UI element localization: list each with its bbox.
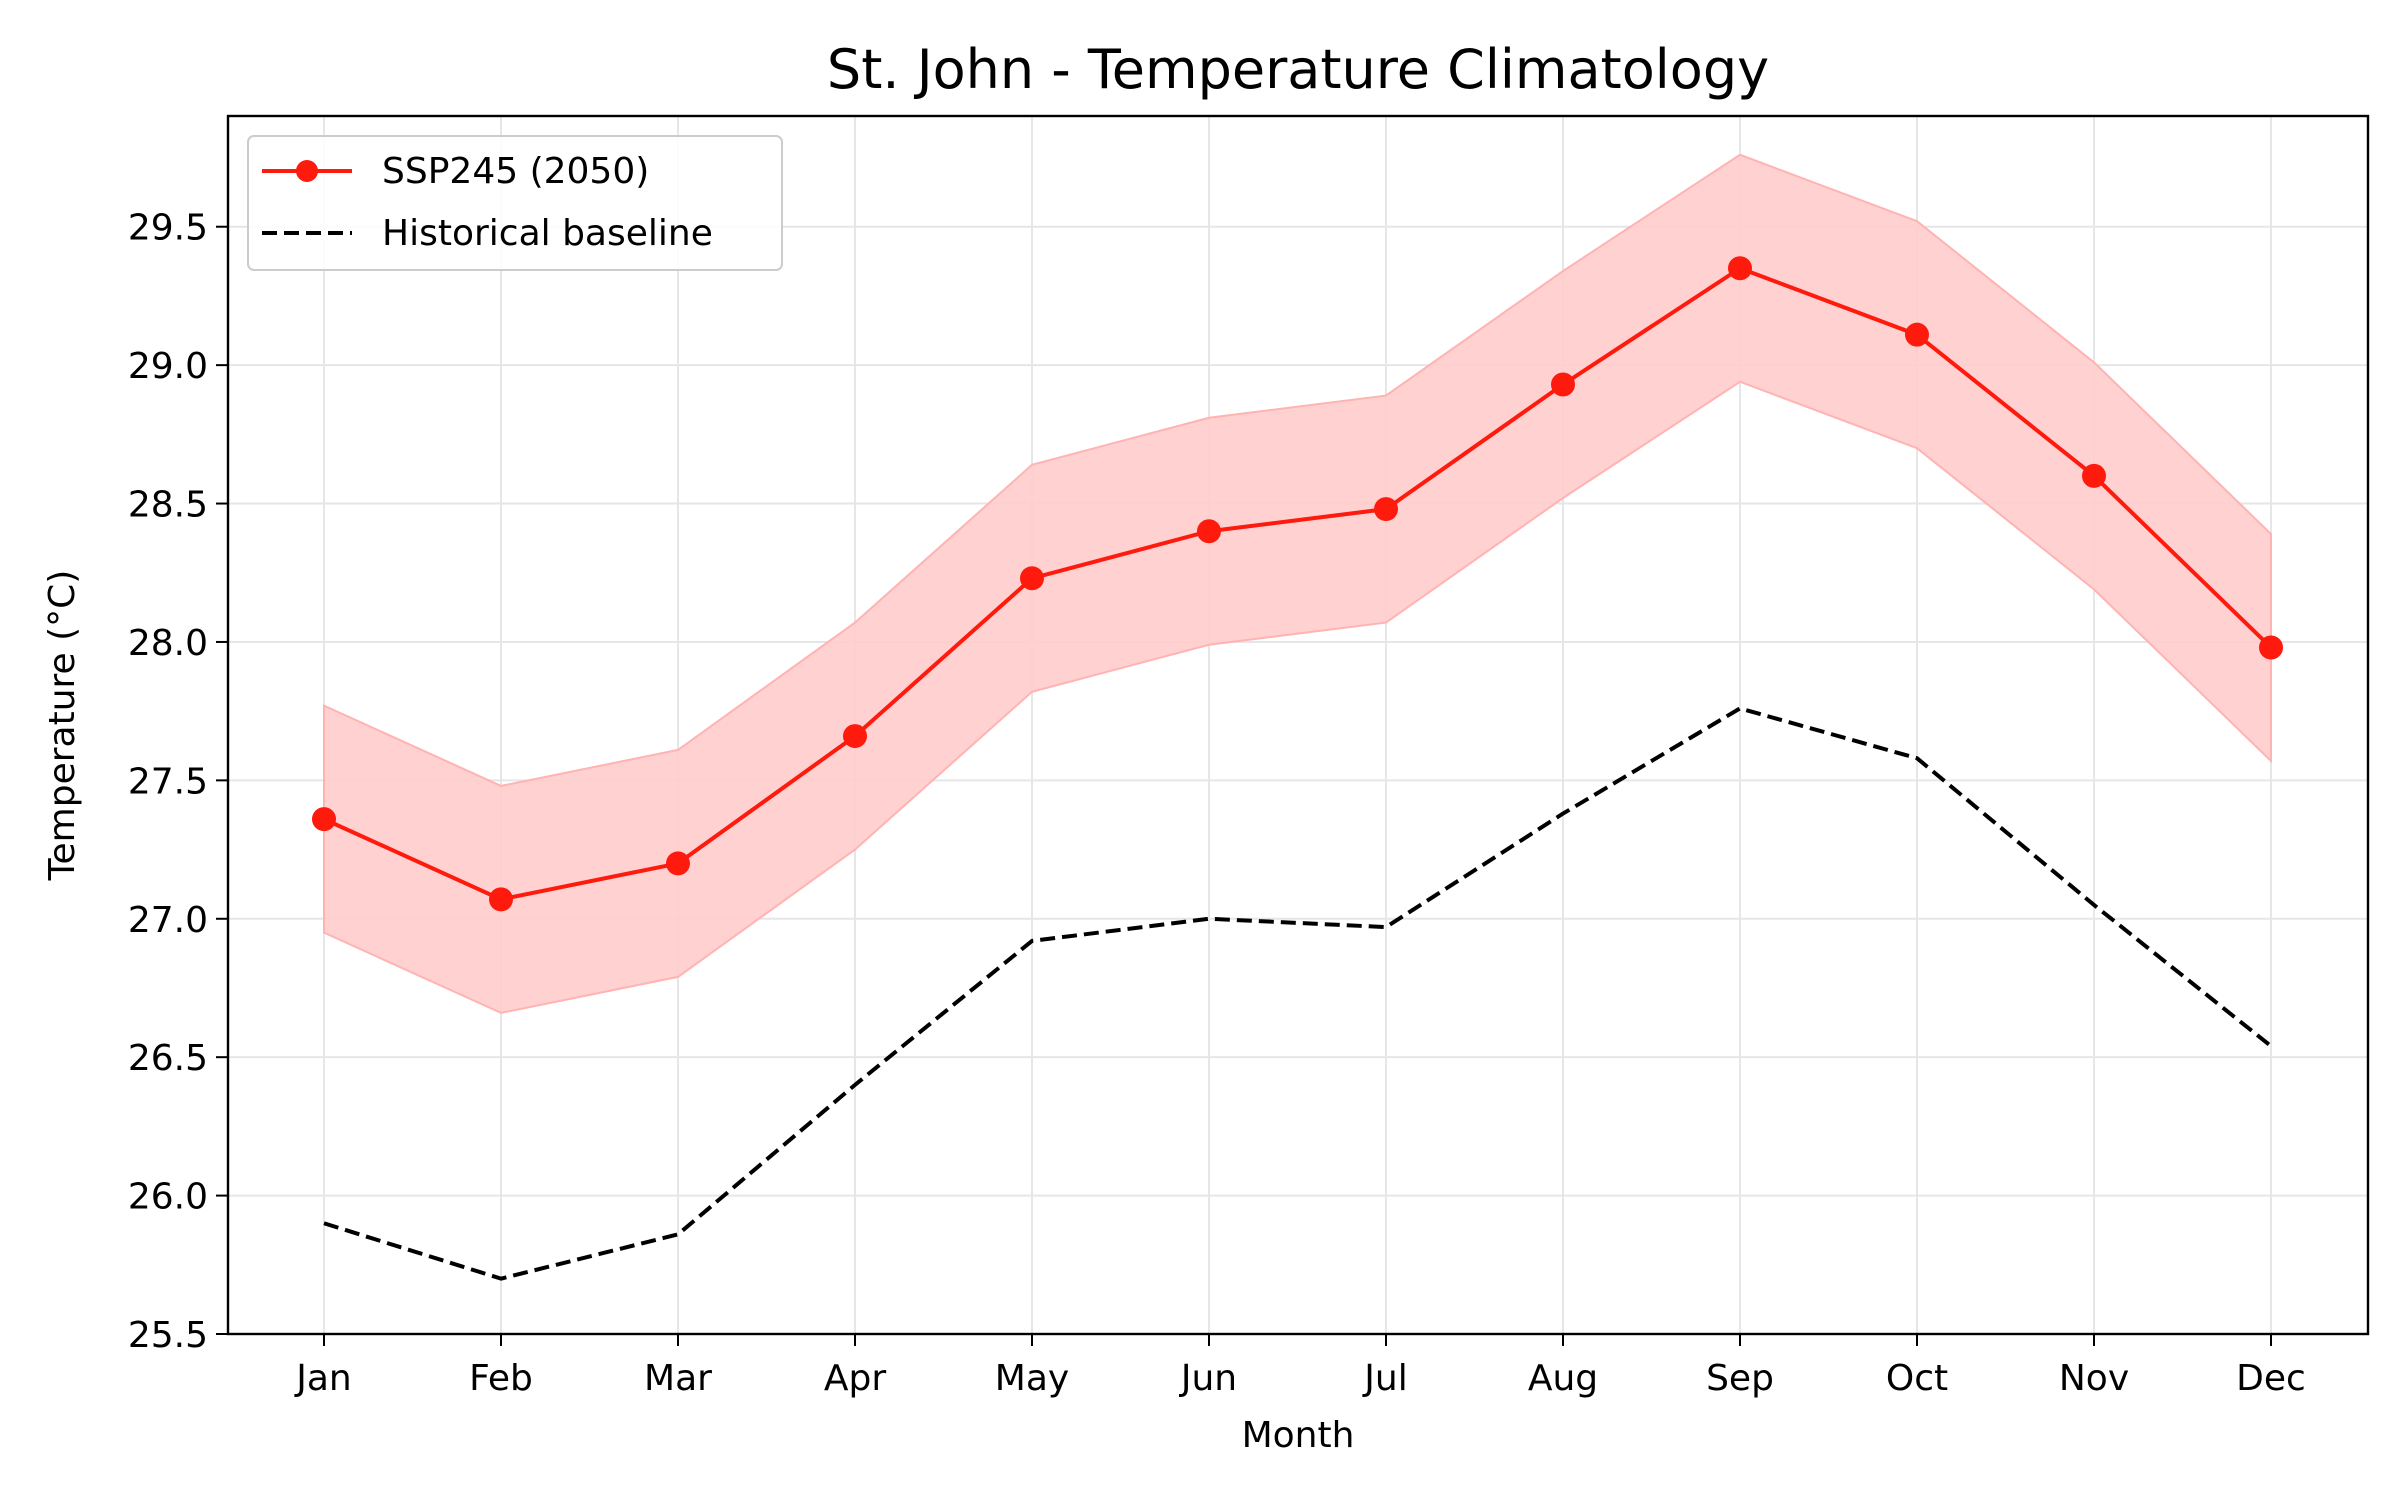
x-axis-label: Month: [1242, 1415, 1355, 1456]
x-tick-label-oct: Oct: [1886, 1358, 1948, 1399]
y-tick-label: 26.0: [128, 1177, 208, 1218]
y-tick-label: 28.0: [128, 623, 208, 664]
point-ssp245-2050-aug: [1551, 372, 1575, 397]
legend: SSP245 (2050) Historical baseline: [247, 135, 783, 271]
x-tick-label-may: May: [995, 1358, 1069, 1399]
x-tick-label-sep: Sep: [1706, 1358, 1774, 1399]
x-tick-label-aug: Aug: [1528, 1358, 1598, 1399]
legend-box: [247, 135, 783, 271]
legend-marker-ssp245: [296, 160, 318, 182]
y-tick-label: 29.0: [128, 346, 208, 387]
chart-title: St. John - Temperature Climatology: [827, 38, 1769, 101]
y-tick-label: 26.5: [128, 1038, 208, 1079]
point-ssp245-2050-nov: [2082, 463, 2106, 488]
x-tick-label-apr: Apr: [824, 1358, 886, 1399]
point-ssp245-2050-jun: [1197, 519, 1221, 544]
ticks-layer: Jan Feb Mar Apr May Jun Jul Aug Sep Oct Nov Dec 25.5…: [128, 208, 2306, 1399]
y-tick-label: 28.5: [128, 485, 208, 526]
legend-label-ssp245: SSP245 (2050): [382, 151, 649, 192]
x-tick-label-dec: Dec: [2236, 1358, 2306, 1399]
plot-frame: [226, 114, 2370, 1336]
y-tick-label: 25.5: [128, 1315, 208, 1356]
series-layer: [312, 256, 2283, 1281]
y-tick-label: 29.5: [128, 208, 208, 249]
point-ssp245-2050-feb: [489, 887, 513, 912]
x-tick-label-mar: Mar: [644, 1358, 712, 1399]
x-tick-label-nov: Nov: [2059, 1358, 2129, 1399]
x-tick-label-jan: Jan: [294, 1358, 352, 1399]
band-layer: [323, 153, 2272, 1014]
point-ssp245-2050-mar: [666, 851, 690, 876]
series-line-ssp245-2050: [323, 266, 2273, 902]
x-tick-label-jul: Jul: [1362, 1358, 1407, 1399]
point-ssp245-2050-jul: [1374, 497, 1398, 522]
y-tick-label: 27.5: [128, 761, 208, 802]
x-tick-label-feb: Feb: [469, 1358, 533, 1399]
point-ssp245-2050-oct: [1905, 322, 1929, 347]
band-ssp245-2050: [323, 153, 2272, 1014]
point-ssp245-2050-may: [1020, 566, 1044, 591]
y-axis-label: Temperature (°C): [42, 570, 83, 882]
legend-label-historical: Historical baseline: [382, 213, 713, 254]
point-ssp245-2050-sep: [1728, 256, 1752, 281]
series-line-historical-baseline: [323, 706, 2273, 1281]
point-ssp245-2050-dec: [2259, 635, 2283, 660]
point-ssp245-2050-apr: [843, 724, 867, 749]
point-ssp245-2050-jan: [312, 807, 336, 832]
y-tick-label: 27.0: [128, 900, 208, 941]
x-tick-label-jun: Jun: [1179, 1358, 1237, 1399]
